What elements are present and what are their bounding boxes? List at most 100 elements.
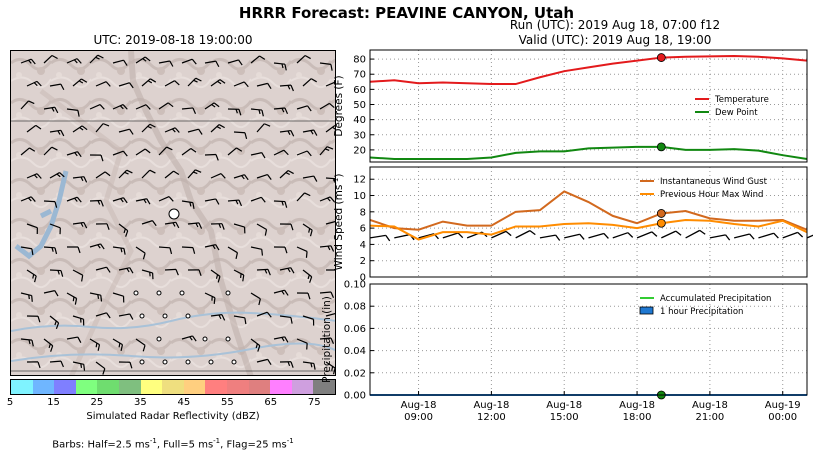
map-wind-barb — [95, 123, 110, 133]
map-wind-barb — [319, 337, 335, 345]
colorbar-bin — [54, 380, 76, 394]
x-tick-time-label: 18:00 — [623, 412, 652, 423]
colorbar-bin — [248, 380, 271, 394]
map-wind-barb — [250, 246, 264, 256]
map-wind-barb — [118, 223, 129, 237]
map-wind-barb — [118, 313, 134, 320]
valid-time-marker — [656, 53, 666, 62]
map-wind-barb — [72, 315, 85, 326]
colorbar-bin — [291, 380, 314, 394]
map-wind-barb — [72, 125, 88, 133]
map-wind-barb — [112, 197, 128, 204]
colorbar-tick-label: 45 — [177, 397, 191, 408]
valid-time-marker — [656, 209, 666, 218]
map-wind-barb — [66, 292, 78, 305]
map-wind-barb — [112, 150, 128, 157]
calm-wind-circle — [231, 359, 237, 365]
map-wind-barb — [20, 100, 35, 110]
y-tick-label: 60 — [353, 85, 366, 96]
colorbar-tick-label: 55 — [220, 397, 234, 408]
map-wind-barb — [95, 361, 106, 375]
map-wind-barb — [279, 84, 294, 92]
map-wind-barb — [296, 105, 312, 112]
map-wind-barb — [256, 311, 272, 318]
map-wind-barb — [112, 292, 125, 303]
x-tick-date-label: Aug-18 — [619, 400, 655, 411]
map-wind-barb — [118, 82, 134, 89]
map-wind-barb — [95, 312, 111, 319]
y-tick-label: 80 — [353, 55, 366, 66]
map-wind-barb — [181, 148, 197, 156]
colorbar-bin — [11, 380, 33, 394]
legend-label: 1 hour Precipitation — [660, 307, 743, 317]
map-wind-barb — [250, 108, 264, 117]
map-wind-barb — [273, 200, 288, 208]
y-tick-label: 0 — [360, 273, 366, 284]
x-tick-time-label: 12:00 — [477, 412, 506, 423]
legend-label: Previous Hour Max Wind — [660, 190, 763, 200]
x-tick-time-label: 15:00 — [550, 412, 579, 423]
colorbar-tick-label: 35 — [134, 397, 147, 408]
colorbar-tick-label: 75 — [307, 397, 321, 408]
plot-area — [370, 284, 807, 395]
x-tick-time-label: 00:00 — [768, 412, 797, 423]
map-wind-barb — [72, 361, 86, 371]
colorbar-bin — [32, 380, 55, 394]
y-axis-label: Precipitation (in) — [321, 296, 333, 383]
colorbar-tick-label: 25 — [90, 397, 104, 408]
colorbar-bin — [162, 380, 184, 394]
map-wind-barb — [164, 221, 180, 229]
calm-wind-circle — [162, 313, 168, 319]
map-wind-barb — [296, 150, 312, 157]
map-wind-barb — [319, 245, 335, 252]
site-location-marker[interactable] — [168, 208, 180, 220]
calm-wind-circle — [225, 290, 231, 296]
series-line — [369, 190, 808, 231]
map-wind-barb — [135, 246, 146, 260]
map-wind-barb — [187, 269, 202, 277]
reflectivity-map[interactable] — [10, 50, 336, 376]
y-tick-label: 12 — [353, 175, 366, 186]
colorbar-bin — [97, 380, 119, 394]
timeseries-wind-barb — [442, 232, 464, 239]
map-wind-barb — [325, 361, 335, 375]
map-wind-barb — [158, 196, 174, 202]
series-line — [369, 218, 808, 241]
colorbar-bin — [313, 380, 335, 394]
map-wind-barb — [250, 196, 266, 203]
timeseries-wind-barb — [685, 229, 706, 239]
map-wind-barb — [118, 361, 133, 369]
x-tick-date-label: Aug-18 — [401, 400, 437, 411]
map-wind-barb — [181, 107, 197, 114]
map-wind-barb — [112, 104, 128, 110]
y-tick-label: 0.10 — [344, 280, 366, 291]
chart-panel-1: 20 30 40 50 60 70 80 Degrees (F) Temperature Dew … — [333, 49, 808, 163]
map-wind-barb — [43, 290, 59, 297]
map-canvas — [11, 51, 335, 375]
map-wind-barb — [66, 58, 82, 64]
valid-time-marker — [656, 218, 666, 228]
timeseries-wind-barb — [709, 234, 731, 241]
map-wind-barb — [210, 223, 225, 230]
calm-wind-circle — [179, 290, 185, 296]
map-wind-barb — [227, 108, 242, 116]
map-wind-barb — [273, 246, 288, 254]
map-wind-barb — [26, 173, 42, 179]
map-wind-barb — [135, 198, 151, 205]
map-wind-barb — [319, 62, 333, 71]
map-wind-barb — [187, 128, 203, 135]
map-wind-barb — [72, 221, 88, 229]
plot-area — [370, 50, 807, 162]
map-wind-barb — [325, 220, 335, 225]
map-wind-barb — [66, 196, 82, 203]
legend-label: Accumulated Precipitation — [660, 294, 771, 304]
calm-wind-circle — [133, 290, 139, 296]
y-tick-label: 6 — [360, 224, 366, 235]
map-wind-barb — [279, 223, 294, 231]
map-wind-barb — [233, 174, 249, 181]
main-title: HRRR Forecast: PEAVINE CANYON, Utah — [238, 4, 575, 22]
map-wind-barb — [43, 338, 54, 352]
map-wind-barb — [273, 149, 289, 156]
map-wind-barb — [49, 269, 64, 277]
map-wind-barb — [43, 106, 59, 114]
